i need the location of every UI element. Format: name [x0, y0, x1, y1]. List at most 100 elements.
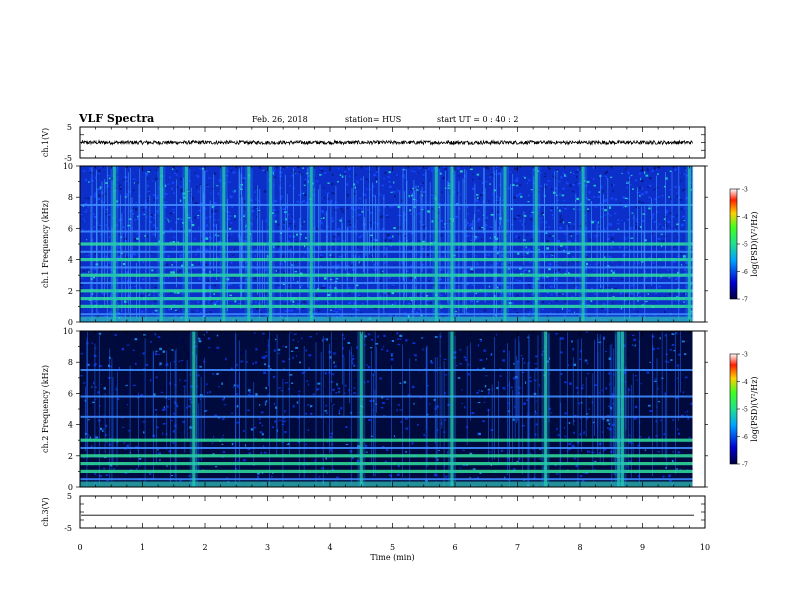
noise-speck	[588, 408, 590, 411]
noise-speck	[380, 194, 382, 197]
noise-speck	[507, 286, 510, 289]
noise-speck	[461, 389, 463, 391]
noise-speck	[392, 421, 394, 425]
noise-speck	[594, 220, 597, 222]
noise-speck	[506, 249, 509, 252]
noise-speck	[140, 441, 143, 444]
noise-speck	[115, 174, 118, 176]
noise-speck	[496, 201, 499, 203]
noise-speck	[603, 199, 607, 203]
noise-speck	[395, 315, 398, 318]
noise-speck	[258, 303, 260, 305]
noise-speck	[146, 173, 149, 176]
noise-speck	[656, 168, 658, 171]
noise-speck	[650, 216, 652, 219]
noise-speck	[630, 184, 632, 186]
noise-speck	[83, 442, 87, 445]
noise-speck	[348, 220, 351, 223]
noise-speck	[88, 167, 92, 169]
noise-speck	[526, 251, 529, 255]
noise-speck	[281, 358, 283, 360]
noise-speck	[417, 186, 419, 188]
noise-speck	[685, 286, 688, 288]
noise-speck	[319, 435, 321, 437]
noise-speck	[81, 228, 84, 231]
noise-speck	[420, 314, 423, 317]
noise-speck	[200, 311, 202, 314]
vertical-streak	[554, 170, 555, 289]
noise-speck	[356, 433, 359, 435]
noise-speck	[373, 370, 375, 373]
noise-speck	[578, 402, 581, 405]
noise-speck	[676, 226, 678, 228]
noise-speck	[360, 201, 362, 203]
noise-speck	[272, 201, 275, 203]
noise-speck	[199, 263, 201, 266]
noise-speck	[160, 467, 162, 469]
noise-speck	[679, 252, 682, 255]
noise-speck	[612, 296, 615, 298]
vertical-streak	[240, 236, 242, 309]
noise-speck	[327, 182, 330, 184]
noise-speck	[496, 166, 498, 168]
noise-speck	[345, 443, 349, 445]
vertical-streak	[537, 335, 539, 442]
noise-speck	[177, 361, 179, 364]
noise-speck	[116, 362, 118, 366]
noise-speck	[404, 365, 407, 368]
noise-speck	[271, 206, 274, 208]
noise-speck	[291, 441, 295, 444]
noise-speck	[232, 249, 234, 251]
noise-speck	[264, 403, 267, 406]
noise-speck	[435, 333, 437, 336]
noise-speck	[165, 263, 169, 266]
noise-speck	[470, 334, 472, 337]
noise-speck	[578, 420, 581, 423]
noise-speck	[469, 234, 471, 237]
noise-speck	[94, 435, 97, 438]
vertical-streak	[369, 166, 370, 255]
noise-speck	[208, 299, 211, 302]
noise-speck	[534, 228, 536, 230]
noise-speck	[581, 479, 585, 482]
noise-speck	[261, 356, 264, 359]
noise-speck	[577, 333, 581, 335]
noise-speck	[607, 238, 610, 240]
noise-speck	[117, 256, 120, 258]
noise-speck	[183, 385, 187, 387]
noise-speck	[684, 188, 687, 190]
noise-speck	[147, 200, 150, 202]
noise-speck	[125, 256, 129, 258]
noise-speck	[609, 270, 612, 273]
noise-speck	[136, 237, 139, 240]
noise-speck	[496, 211, 499, 213]
noise-speck	[84, 220, 87, 222]
noise-speck	[168, 398, 170, 400]
noise-speck	[609, 215, 613, 217]
vertical-burst-halo	[157, 166, 166, 322]
noise-speck	[126, 338, 129, 340]
noise-speck	[502, 359, 506, 362]
noise-speck	[590, 300, 593, 303]
noise-speck	[180, 248, 183, 250]
noise-speck	[217, 270, 220, 272]
noise-speck	[525, 381, 527, 384]
noise-speck	[550, 294, 553, 296]
noise-speck	[96, 279, 99, 281]
noise-speck	[163, 386, 165, 389]
noise-speck	[86, 239, 88, 241]
noise-speck	[243, 199, 246, 203]
noise-speck	[366, 380, 370, 383]
noise-speck	[325, 404, 328, 407]
noise-speck	[512, 277, 515, 280]
noise-speck	[181, 411, 183, 413]
vertical-burst	[687, 166, 691, 322]
noise-speck	[94, 347, 97, 349]
noise-speck	[448, 235, 450, 238]
noise-speck	[657, 459, 660, 461]
noise-speck	[301, 337, 303, 340]
noise-speck	[222, 398, 225, 401]
noise-speck	[251, 206, 254, 208]
noise-speck	[606, 419, 610, 422]
noise-speck	[355, 473, 357, 476]
